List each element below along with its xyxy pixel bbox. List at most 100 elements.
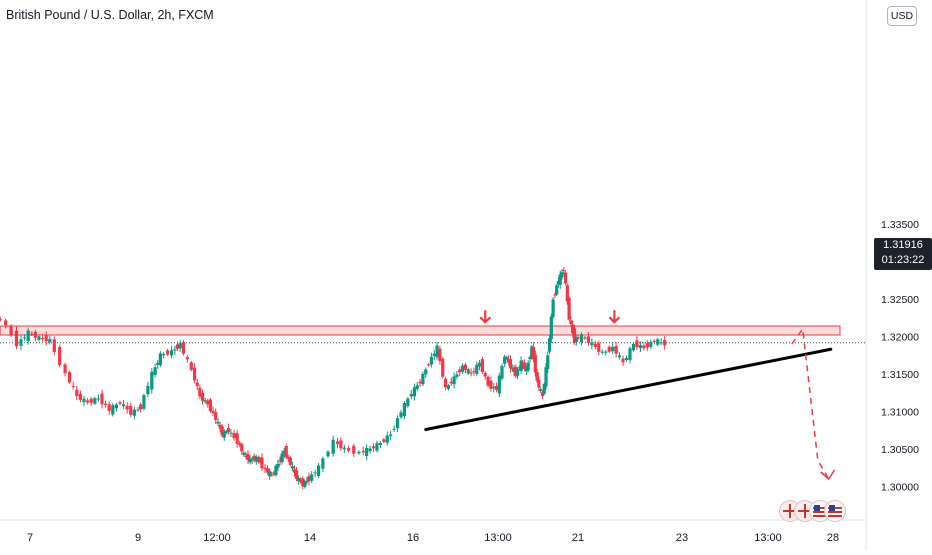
candle-body — [631, 344, 636, 351]
candle-body — [494, 385, 499, 390]
candle-body — [44, 335, 48, 342]
candle-body — [441, 358, 445, 377]
candle-body — [556, 281, 561, 285]
candle-body — [590, 342, 594, 346]
y-tick-label: 1.32500 — [881, 294, 919, 306]
candle-body — [242, 452, 246, 455]
currency-button[interactable]: USD — [887, 6, 917, 26]
candle-body — [305, 481, 309, 483]
candle-body — [4, 320, 8, 326]
last-price: 1.31916 — [883, 239, 923, 251]
candle-body — [477, 362, 482, 367]
candle-body — [466, 369, 470, 374]
candle-body — [331, 439, 335, 454]
candle-body — [553, 294, 557, 296]
candle-body — [382, 439, 386, 442]
candle-body — [406, 398, 410, 407]
candle-body — [156, 362, 160, 366]
candle-body — [530, 346, 534, 358]
candle-body — [663, 340, 667, 346]
candle-body — [572, 328, 577, 343]
candle-body — [649, 341, 653, 348]
candle-body — [483, 372, 487, 377]
x-tick-label: 9 — [135, 532, 141, 544]
candle-body — [218, 424, 222, 429]
candle-body — [497, 375, 501, 394]
candle-body — [574, 338, 578, 343]
candle-body — [510, 367, 514, 370]
candle-body — [173, 349, 177, 351]
candle-body — [272, 472, 276, 474]
candle-body — [299, 479, 303, 482]
down-arrow-icon — [608, 316, 621, 324]
candle-body — [48, 338, 52, 343]
candle-body — [114, 404, 118, 409]
candle-body — [266, 468, 270, 473]
candle-body — [624, 357, 629, 361]
candle-body — [508, 359, 513, 369]
candle-body — [286, 456, 290, 459]
candle-body — [153, 367, 157, 375]
candle-body — [546, 355, 550, 369]
candle-body — [30, 333, 34, 335]
candle-body — [23, 337, 27, 339]
y-tick-label: 1.30000 — [881, 482, 919, 494]
candle-body — [257, 457, 261, 463]
candle-body — [63, 364, 67, 374]
candle-body — [41, 338, 45, 339]
candle-body — [443, 378, 448, 388]
candle-body — [9, 325, 13, 336]
candle-body — [539, 389, 543, 391]
candle-body — [446, 385, 451, 389]
candle-body — [71, 386, 75, 387]
candle-body — [635, 340, 639, 348]
candle-body — [104, 403, 108, 406]
y-tick-label: 1.31000 — [881, 407, 919, 419]
candle-body — [402, 403, 407, 416]
candle-body — [523, 362, 527, 370]
candle-body — [583, 337, 587, 339]
candle-body — [260, 457, 264, 469]
candle-body — [252, 455, 256, 461]
candle-body — [181, 342, 186, 354]
candle-body — [89, 398, 93, 403]
candle-body — [198, 387, 202, 397]
candle-body — [326, 451, 330, 457]
candle-body — [385, 435, 389, 443]
x-tick-label: 12:00 — [203, 532, 231, 544]
candle-body — [642, 345, 646, 349]
candle-body — [86, 400, 90, 403]
candle-body — [565, 285, 569, 302]
candle-body — [146, 385, 150, 395]
candle-body — [460, 365, 465, 373]
candle-body — [33, 331, 37, 338]
candle-body — [562, 270, 566, 272]
candle-body — [547, 338, 552, 352]
support-trendline — [424, 347, 833, 431]
candle-body — [469, 372, 473, 374]
candle-body — [321, 458, 325, 469]
x-tick-label: 23 — [676, 532, 688, 544]
candle-body — [78, 393, 82, 400]
candle-body — [432, 353, 436, 356]
candle-body — [586, 336, 590, 343]
candle-body — [288, 457, 292, 465]
us-flag-icon[interactable] — [824, 500, 846, 522]
candle-body — [280, 453, 284, 463]
candle-body — [162, 354, 166, 356]
candle-body — [132, 409, 136, 416]
bar-countdown: 01:23:22 — [881, 254, 925, 266]
candle-body — [193, 367, 197, 381]
candle-body — [480, 359, 485, 373]
candle-body — [452, 376, 456, 385]
candle-body — [270, 474, 274, 476]
x-tick-label: 14 — [304, 532, 316, 544]
candle-body — [489, 380, 493, 389]
candle-body — [486, 376, 490, 386]
x-tick-label: 13:00 — [484, 532, 512, 544]
candle-body — [365, 448, 369, 456]
candle-body — [178, 343, 182, 349]
candle-body — [82, 398, 86, 403]
candle-body — [250, 459, 254, 461]
